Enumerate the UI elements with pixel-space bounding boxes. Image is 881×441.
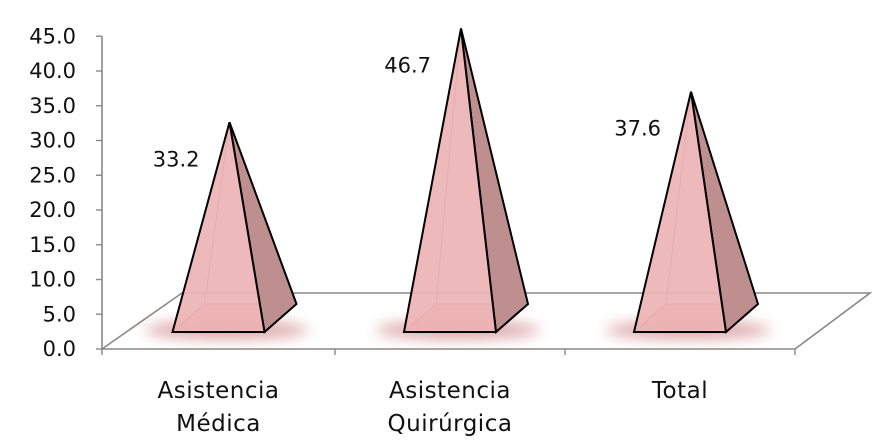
pyramid-bar [376,28,540,339]
y-axis: 0.0 5.0 10.0 15.0 20.0 25.0 30.0 35.0 40.0 45.0 [29,24,103,361]
data-label: 37.6 [614,117,661,141]
x-category-label: Asistencia [389,378,511,404]
pyramid-front-face [632,91,728,333]
y-tick-label: 15.0 [29,233,76,257]
y-tick-label: 35.0 [29,94,76,118]
y-tick-label: 5.0 [43,302,76,326]
y-tick-label: 0.0 [43,337,76,361]
chart-marks [144,28,770,339]
y-tick-label: 25.0 [29,163,76,187]
pyramid-front-face [171,121,266,333]
pyramid-bar [606,91,770,339]
y-tick-label: 20.0 [29,198,76,222]
x-axis: Asistencia Médica Asistencia Quirúrgica Tota… [101,348,796,437]
data-label: 46.7 [384,53,431,77]
data-labels: 33.2 46.7 37.6 [153,53,661,171]
y-tick-label: 10.0 [29,268,76,292]
x-category-label: Médica [176,411,261,437]
data-label: 33.2 [153,147,200,171]
x-category-label: Total [651,378,708,404]
x-category-label: Asistencia [158,378,280,404]
y-tick-label: 30.0 [29,129,76,153]
pyramid-front-face [402,28,498,333]
y-tick-label: 45.0 [29,24,76,48]
x-category-label: Quirúrgica [388,411,513,437]
pyramid-bar [144,121,309,339]
y-tick-label: 40.0 [29,59,76,83]
